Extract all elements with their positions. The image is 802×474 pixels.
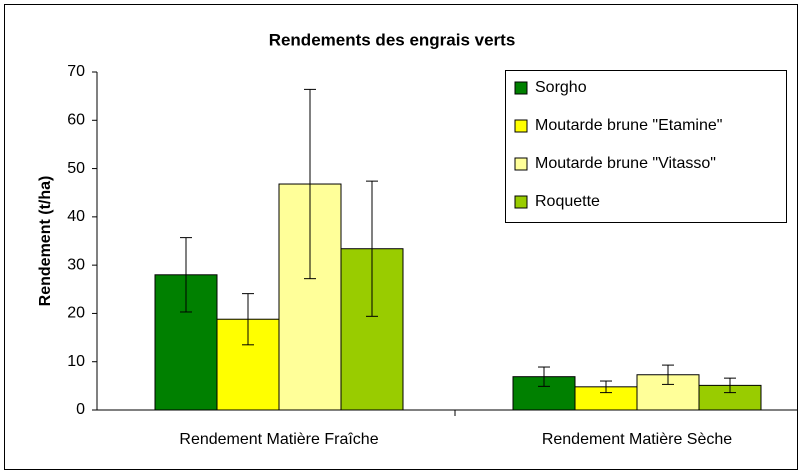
legend-label: Moutarde brune "Etamine"	[535, 117, 722, 134]
y-tick-label: 0	[76, 401, 85, 418]
legend-label: Moutarde brune "Vitasso"	[535, 155, 716, 172]
legend-label: Sorgho	[535, 79, 587, 96]
x-tick-label: Rendement Matière Sèche	[542, 431, 732, 448]
error-bar	[242, 293, 254, 346]
error-bar	[662, 364, 674, 385]
y-tick-label: 50	[67, 160, 85, 177]
error-bar	[304, 88, 316, 280]
y-tick-label: 10	[67, 353, 85, 370]
y-tick-label: 40	[67, 208, 85, 225]
error-bar	[724, 377, 736, 394]
legend-swatch	[514, 81, 528, 95]
y-axis-label: Rendement (t/ha)	[37, 176, 54, 307]
error-bar	[538, 366, 550, 387]
legend-label: Roquette	[535, 193, 600, 210]
x-tick-label: Rendement Matière Fraîche	[179, 431, 378, 448]
error-bar	[600, 380, 612, 394]
error-bar	[366, 180, 378, 317]
legend	[505, 70, 787, 223]
y-tick-label: 20	[67, 305, 85, 322]
legend-swatch	[514, 157, 528, 171]
y-tick-label: 60	[67, 112, 85, 129]
legend-swatch	[514, 195, 528, 209]
error-bar	[180, 237, 192, 313]
chart-title: Rendements des engrais verts	[269, 30, 516, 49]
y-tick-label: 70	[67, 63, 85, 80]
y-tick-label: 30	[67, 256, 85, 273]
legend-swatch	[514, 119, 528, 133]
